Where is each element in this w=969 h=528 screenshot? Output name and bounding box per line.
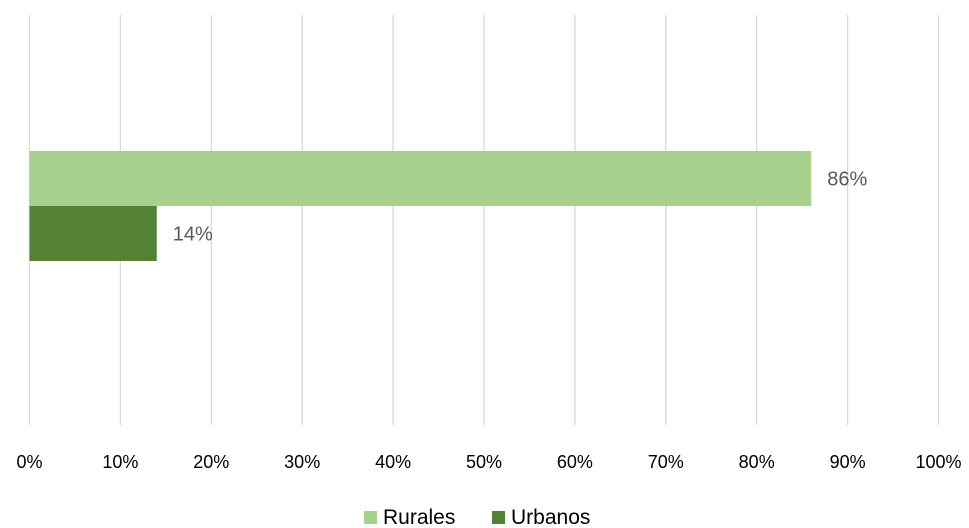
x-tick-label: 70%: [648, 452, 684, 472]
x-tick-label: 0%: [16, 452, 42, 472]
legend-swatch: [492, 511, 505, 524]
legend-swatch: [364, 511, 377, 524]
x-tick-label: 30%: [284, 452, 320, 472]
legend: Rurales Urbanos: [364, 506, 590, 528]
x-tick-label: 90%: [830, 452, 866, 472]
bars: [29, 151, 812, 261]
x-tick-label: 40%: [375, 452, 411, 472]
bar: [29, 206, 157, 261]
x-tick-label: 80%: [739, 452, 775, 472]
bar: [29, 151, 812, 206]
legend-label: Urbanos: [511, 506, 590, 528]
gridlines: [28, 15, 940, 425]
x-tick-label: 50%: [466, 452, 502, 472]
x-tick-label: 20%: [193, 452, 229, 472]
x-tick-label: 100%: [915, 452, 961, 472]
data-label: 14%: [173, 224, 213, 246]
x-axis-ticks: 0% 10% 20% 30% 40% 50% 60% 70% 80% 90% 100%: [16, 452, 961, 472]
x-tick-label: 60%: [557, 452, 593, 472]
x-tick-label: 10%: [102, 452, 138, 472]
legend-label: Rurales: [383, 506, 455, 528]
data-labels: 86% 14%: [173, 169, 868, 246]
data-label: 86%: [827, 169, 867, 191]
